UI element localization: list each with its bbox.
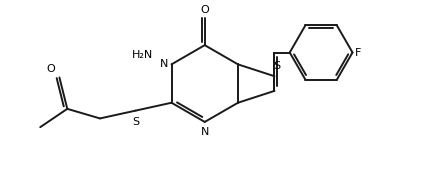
Text: F: F [355, 48, 361, 57]
Text: S: S [132, 117, 139, 127]
Text: O: O [200, 5, 209, 15]
Text: N: N [201, 127, 209, 137]
Text: H₂N: H₂N [132, 50, 153, 60]
Text: O: O [46, 64, 55, 74]
Text: S: S [273, 61, 280, 71]
Text: N: N [160, 59, 168, 69]
